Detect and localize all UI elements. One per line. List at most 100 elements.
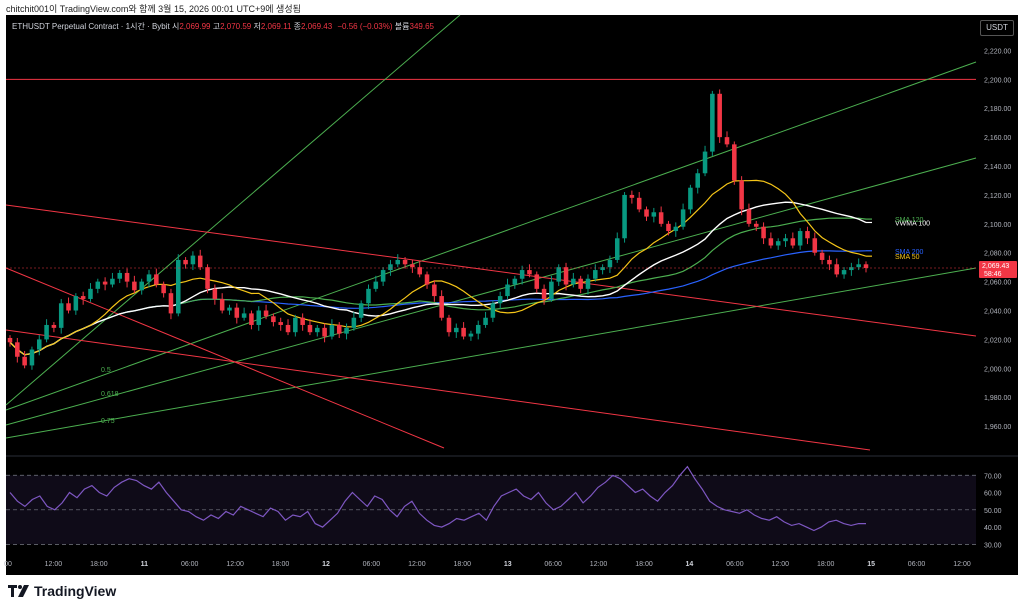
candle-body — [402, 259, 408, 265]
ma-label: SMA 50 — [895, 254, 920, 261]
candle-body — [819, 252, 825, 260]
time-tick-label: 06:00 — [181, 561, 199, 568]
brand-name: TradingView — [34, 583, 117, 599]
candles-layer — [7, 89, 869, 370]
candle-body — [483, 317, 488, 325]
time-tick-label: 18:00 — [817, 561, 835, 568]
price-tick-label: 2,040.00 — [984, 309, 1011, 316]
candle-body — [827, 259, 832, 265]
candle-body — [753, 223, 759, 227]
price-tick-label: 2,160.00 — [984, 135, 1011, 142]
candle-body — [212, 288, 218, 299]
price-tick-label: 1,960.00 — [984, 424, 1011, 431]
tradingview-logo-icon — [8, 585, 29, 597]
candle-body — [527, 270, 532, 275]
candle-body — [110, 278, 115, 285]
candle-body — [600, 267, 605, 271]
candle-body — [710, 93, 715, 152]
candle-body — [51, 324, 57, 328]
candle-body — [278, 322, 283, 325]
trendlines-layer: 0.5 0.618 0.75 — [5, 14, 977, 451]
red-trendline — [5, 267, 445, 449]
candle-body — [161, 284, 166, 294]
time-tick-label: 12 — [322, 561, 330, 568]
candle-body — [732, 144, 737, 181]
price-axis: 2,220.00 2,200.00 2,180.00 2,160.00 2,140.00… — [6, 48, 1017, 431]
candle-body — [410, 264, 415, 268]
price-tick-label: 2,220.00 — [984, 48, 1011, 55]
green-trendline — [5, 61, 977, 411]
candle-body — [227, 307, 232, 311]
open-value: 2,069.99 — [179, 22, 211, 31]
high-value: 2,070.59 — [220, 22, 252, 31]
candle-body — [856, 264, 861, 268]
candle-body — [629, 194, 635, 198]
time-tick-label: 15 — [867, 561, 875, 568]
candle-body — [66, 303, 71, 311]
candle-body — [154, 274, 159, 285]
candle-body — [739, 180, 744, 210]
candle-body — [300, 317, 305, 325]
candle-body — [666, 223, 671, 232]
price-tick-label: 2,180.00 — [984, 106, 1011, 113]
currency-button[interactable]: USDT — [980, 20, 1014, 36]
candle-body — [351, 317, 357, 328]
price-tick-label: 2,020.00 — [984, 337, 1011, 344]
candle-body — [44, 324, 49, 340]
candle-body — [505, 284, 510, 297]
symbol-name[interactable]: ETHUSDT Perpetual Contract · 1시간 · Bybit — [12, 22, 170, 31]
candle-body — [563, 267, 569, 285]
sma-120-line — [9, 217, 867, 356]
time-tick-label: 13 — [504, 561, 512, 568]
candle-body — [636, 197, 642, 210]
candle-body — [702, 151, 708, 174]
low-label: 저 — [253, 22, 261, 31]
candle-body — [22, 356, 27, 366]
candle-body — [805, 231, 810, 239]
price-tick-label: 2,080.00 — [984, 251, 1011, 258]
candle-body — [219, 298, 225, 311]
symbol-legend: ETHUSDT Perpetual Contract · 1시간 · Bybit… — [12, 21, 434, 32]
candle-body — [190, 255, 196, 265]
current-price-value: 2,069.43 — [982, 263, 1009, 270]
close-value: 2,069.43 — [301, 22, 333, 31]
candle-body — [176, 259, 181, 314]
candle-body — [644, 209, 649, 217]
candle-body — [132, 281, 137, 291]
candle-body — [585, 278, 591, 289]
close-label: 종 — [293, 22, 301, 31]
candle-countdown: 58:46 — [984, 271, 1002, 278]
candle-body — [73, 296, 79, 311]
candle-body — [688, 187, 693, 210]
candle-body — [102, 281, 108, 285]
candle-body — [95, 281, 101, 289]
candle-body — [256, 310, 262, 325]
candle-body — [841, 270, 847, 275]
time-tick-label: 18:00 — [90, 561, 108, 568]
candle-body — [80, 296, 86, 299]
candle-body — [336, 324, 342, 334]
chart-frame[interactable] — [6, 15, 1018, 575]
tradingview-logo[interactable]: TradingView — [8, 583, 116, 599]
fib-label: 0.75 — [101, 418, 115, 425]
time-tick-label: 18:00 — [454, 561, 472, 568]
ma-label: VWMA 100 — [895, 220, 930, 227]
candle-body — [622, 194, 627, 239]
candle-body — [168, 293, 174, 314]
moving-averages-layer — [9, 179, 872, 356]
candle-body — [724, 137, 730, 145]
candle-body — [607, 259, 613, 268]
high-label: 고 — [212, 22, 221, 31]
top-bar — [0, 0, 1024, 14]
candle-body — [439, 296, 444, 318]
candle-body — [761, 226, 766, 239]
time-tick-label: 12:00 — [45, 561, 63, 568]
candle-body — [746, 209, 752, 224]
candle-body — [790, 238, 796, 246]
ma-label: SMA 200 — [895, 249, 924, 256]
candle-body — [490, 303, 496, 318]
candle-body — [197, 255, 203, 268]
candle-body — [651, 212, 657, 217]
